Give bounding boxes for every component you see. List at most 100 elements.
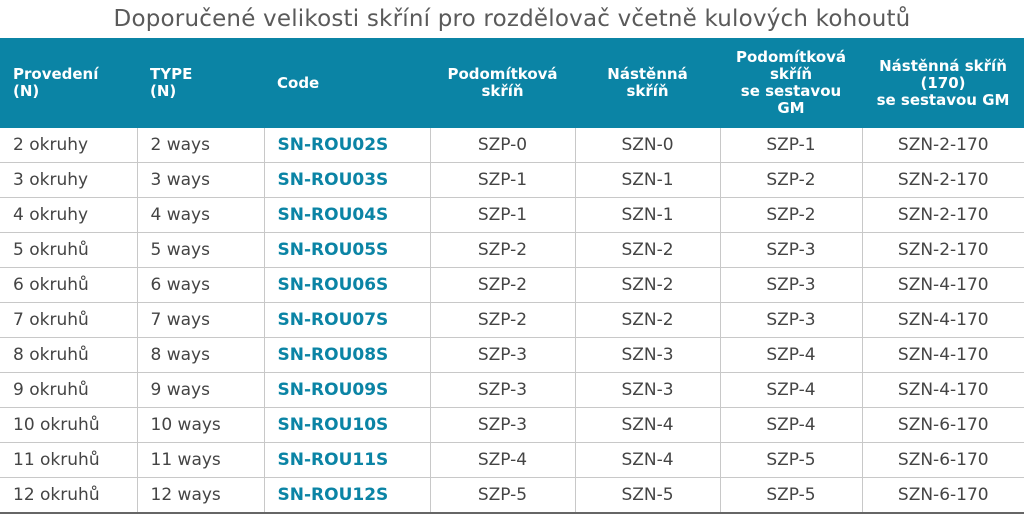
header-line: (N) (150, 82, 177, 100)
cell-provedeni: 4 okruhy (0, 197, 138, 233)
cell-provedeni: 3 okruhy (0, 162, 138, 198)
column-header-nastenna-skrin: Nástěnná skříň (575, 38, 720, 128)
cell-nastenna-skrin-170-gm: SZN-6-170 (862, 477, 1024, 514)
header-line: Podomítková (447, 65, 558, 83)
cell-nastenna-skrin: SZN-3 (575, 372, 721, 408)
column-header-type: TYPE (N) (137, 38, 264, 128)
header-line: (N) (13, 82, 40, 100)
cell-nastenna-skrin: SZN-0 (575, 128, 721, 163)
cell-podomitkova-skrin: SZP-2 (430, 267, 576, 303)
cell-podomitkova-skrin-gm: SZP-3 (720, 232, 863, 268)
cell-nastenna-skrin: SZN-2 (575, 232, 721, 268)
cell-podomitkova-skrin-gm: SZP-1 (720, 128, 863, 163)
cell-podomitkova-skrin: SZP-5 (430, 477, 576, 514)
table-row: 12 okruhů 12 ways SN-ROU12S SZP-5 SZN-5 SZP-5… (0, 477, 1024, 514)
cell-podomitkova-skrin-gm: SZP-4 (720, 337, 863, 373)
cabinet-size-table: Provedení (N) TYPE (N) Code Podomítková skříň N… (0, 38, 1024, 514)
table-row: 2 okruhy 2 ways SN-ROU02S SZP-0 SZN-0 SZP-1 SZ… (0, 128, 1024, 163)
cell-podomitkova-skrin: SZP-2 (430, 302, 576, 338)
cell-type: 11 ways (137, 442, 265, 478)
cell-provedeni: 11 okruhů (0, 442, 138, 478)
cell-nastenna-skrin-170-gm: SZN-2-170 (862, 197, 1024, 233)
cell-type: 3 ways (137, 162, 265, 198)
header-line: Provedení (13, 65, 99, 83)
header-line: Code (277, 73, 320, 92)
header-line: (170) (920, 73, 966, 92)
cell-podomitkova-skrin: SZP-1 (430, 197, 576, 233)
cell-podomitkova-skrin: SZP-3 (430, 372, 576, 408)
cell-provedeni: 6 okruhů (0, 267, 138, 303)
cell-type: 8 ways (137, 337, 265, 373)
cell-type: 9 ways (137, 372, 265, 408)
cell-nastenna-skrin-170-gm: SZN-4-170 (862, 372, 1024, 408)
table-row: 6 okruhů 6 ways SN-ROU06S SZP-2 SZN-2 SZP-3 SZ… (0, 267, 1024, 303)
cell-code: SN-ROU12S (264, 477, 431, 514)
table-row: 8 okruhů 8 ways SN-ROU08S SZP-3 SZN-3 SZP-4 SZ… (0, 337, 1024, 373)
cell-code: SN-ROU09S (264, 372, 431, 408)
cell-provedeni: 2 okruhy (0, 128, 138, 163)
cell-code: SN-ROU04S (264, 197, 431, 233)
cell-nastenna-skrin: SZN-2 (575, 267, 721, 303)
cell-nastenna-skrin-170-gm: SZN-2-170 (862, 128, 1024, 163)
cell-nastenna-skrin-170-gm: SZN-6-170 (862, 442, 1024, 478)
cell-podomitkova-skrin-gm: SZP-5 (720, 477, 863, 514)
header-line: Nástěnná (607, 65, 688, 83)
table-row: 7 okruhů 7 ways SN-ROU07S SZP-2 SZN-2 SZP-3 SZ… (0, 302, 1024, 338)
column-header-podomitkova-skrin: Podomítková skříň (430, 38, 575, 128)
header-line: GM (777, 99, 805, 117)
column-header-provedeni: Provedení (N) (0, 38, 137, 128)
cell-nastenna-skrin: SZN-4 (575, 407, 721, 443)
header-line: se sestavou GM (876, 90, 1010, 109)
cell-nastenna-skrin-170-gm: SZN-6-170 (862, 407, 1024, 443)
cell-code: SN-ROU08S (264, 337, 431, 373)
column-header-code: Code (264, 38, 430, 128)
cell-nastenna-skrin: SZN-2 (575, 302, 721, 338)
cell-nastenna-skrin: SZN-4 (575, 442, 721, 478)
header-line: skříň (769, 65, 813, 83)
cell-provedeni: 10 okruhů (0, 407, 138, 443)
column-header-nastenna-skrin-170-gm: Nástěnná skříň (170) se sestavou GM (862, 38, 1024, 128)
table-row: 3 okruhy 3 ways SN-ROU03S SZP-1 SZN-1 SZP-2 SZ… (0, 162, 1024, 198)
header-row: Provedení (N) TYPE (N) Code Podomítková skříň N… (0, 38, 1024, 128)
cell-code: SN-ROU06S (264, 267, 431, 303)
cell-podomitkova-skrin: SZP-0 (430, 128, 576, 163)
table-title: Doporučené velikosti skříní pro rozdělov… (113, 6, 911, 32)
cell-type: 4 ways (137, 197, 265, 233)
cell-nastenna-skrin: SZN-1 (575, 197, 721, 233)
cell-type: 7 ways (137, 302, 265, 338)
cell-type: 12 ways (137, 477, 265, 514)
cell-podomitkova-skrin-gm: SZP-3 (720, 267, 863, 303)
table-row: 10 okruhů 10 ways SN-ROU10S SZP-3 SZN-4 SZP-4… (0, 407, 1024, 443)
cell-nastenna-skrin: SZN-1 (575, 162, 721, 198)
cell-code: SN-ROU10S (264, 407, 431, 443)
cell-code: SN-ROU03S (264, 162, 431, 198)
cell-podomitkova-skrin-gm: SZP-4 (720, 372, 863, 408)
cell-nastenna-skrin-170-gm: SZN-2-170 (862, 162, 1024, 198)
cell-podomitkova-skrin: SZP-3 (430, 337, 576, 373)
cell-podomitkova-skrin: SZP-4 (430, 442, 576, 478)
cell-nastenna-skrin: SZN-3 (575, 337, 721, 373)
cell-type: 10 ways (137, 407, 265, 443)
header-line: skříň (481, 82, 524, 100)
header-line: se sestavou (740, 82, 842, 100)
cell-podomitkova-skrin-gm: SZP-3 (720, 302, 863, 338)
cell-nastenna-skrin-170-gm: SZN-4-170 (862, 302, 1024, 338)
table-row: 5 okruhů 5 ways SN-ROU05S SZP-2 SZN-2 SZP-3 SZ… (0, 232, 1024, 268)
cell-code: SN-ROU05S (264, 232, 431, 268)
cell-provedeni: 9 okruhů (0, 372, 138, 408)
cell-podomitkova-skrin-gm: SZP-2 (720, 162, 863, 198)
cell-type: 6 ways (137, 267, 265, 303)
cell-nastenna-skrin: SZN-5 (575, 477, 721, 514)
cell-code: SN-ROU02S (264, 128, 431, 163)
cell-code: SN-ROU07S (264, 302, 431, 338)
cell-type: 2 ways (137, 128, 265, 163)
header-line: Nástěnná skříň (879, 56, 1007, 75)
header-line: TYPE (150, 65, 193, 83)
cell-podomitkova-skrin: SZP-1 (430, 162, 576, 198)
cell-provedeni: 7 okruhů (0, 302, 138, 338)
table-row: 11 okruhů 11 ways SN-ROU11S SZP-4 SZN-4 SZP-5… (0, 442, 1024, 478)
table-row: 9 okruhů 9 ways SN-ROU09S SZP-3 SZN-3 SZP-4 SZ… (0, 372, 1024, 408)
table-row: 4 okruhy 4 ways SN-ROU04S SZP-1 SZN-1 SZP-2 SZ… (0, 197, 1024, 233)
cell-nastenna-skrin-170-gm: SZN-2-170 (862, 232, 1024, 268)
cell-podomitkova-skrin: SZP-2 (430, 232, 576, 268)
